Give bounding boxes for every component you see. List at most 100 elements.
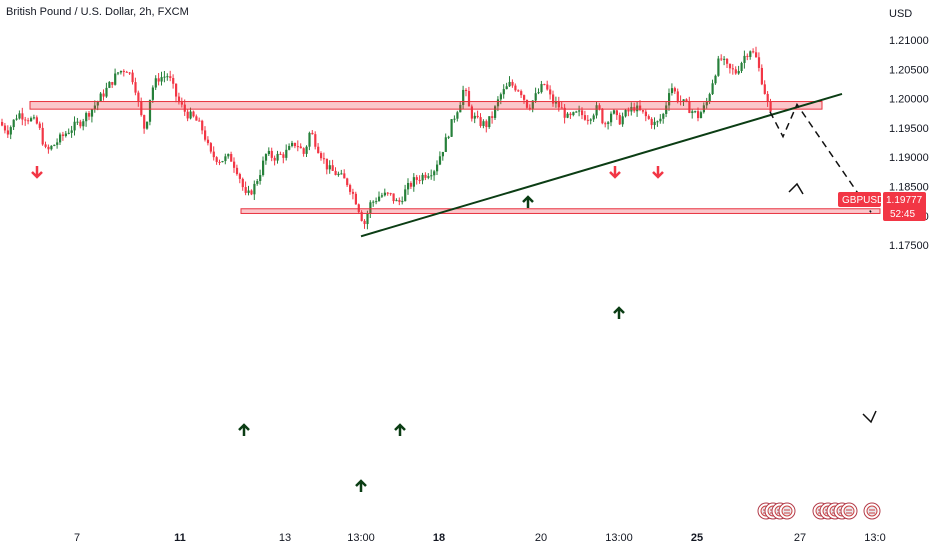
ascending-trendline[interactable] (360, 92, 843, 238)
candle (230, 151, 233, 162)
candle (508, 76, 511, 87)
candle (27, 117, 30, 125)
down-arrow-marker[interactable] (31, 166, 43, 179)
candle (169, 70, 172, 82)
candle (119, 70, 123, 75)
candle (575, 110, 578, 113)
us-flag-event-icon[interactable] (778, 502, 796, 520)
down-arrow-marker[interactable] (609, 166, 621, 179)
candle (114, 68, 117, 86)
candle (517, 89, 520, 92)
candle (267, 147, 270, 157)
candle (204, 126, 207, 142)
candle (734, 66, 737, 75)
x-axis[interactable]: 7 11 13 13:00 18 20 13:00 25 27 13:0 (74, 532, 886, 544)
candle (436, 160, 439, 175)
candle (363, 219, 366, 229)
candle (18, 110, 21, 120)
candle (154, 75, 157, 91)
down-arrow-marker[interactable] (652, 166, 664, 179)
candle (140, 97, 143, 117)
candle (412, 173, 415, 192)
candle (247, 185, 250, 196)
up-arrow-marker[interactable] (394, 423, 406, 436)
candle (720, 54, 723, 62)
candle (415, 174, 418, 185)
candle (444, 133, 447, 153)
candle (375, 197, 378, 205)
x-tick-label: 25 (691, 532, 703, 544)
candle (35, 115, 38, 125)
up-arrow-marker[interactable] (522, 195, 534, 208)
candle (456, 110, 459, 122)
candle (552, 90, 555, 107)
candle (537, 88, 540, 95)
candle (714, 74, 717, 85)
candle (644, 109, 647, 122)
candle (485, 119, 488, 133)
currency-label: USD (889, 8, 912, 20)
candle (67, 128, 70, 135)
candle (256, 178, 259, 186)
candle (389, 192, 392, 196)
us-flag-event-icon[interactable] (840, 502, 858, 520)
candle (717, 55, 720, 77)
x-tick-label: 27 (794, 532, 806, 544)
resistance-zone[interactable] (29, 101, 823, 110)
candle (108, 81, 111, 89)
candle (453, 115, 456, 123)
projection-arrowhead (862, 410, 877, 424)
candle (175, 83, 178, 103)
candle (496, 96, 500, 112)
candle (349, 183, 352, 195)
candle (64, 130, 67, 138)
candle (221, 160, 224, 163)
candle (288, 143, 291, 151)
up-arrow-marker[interactable] (613, 306, 625, 319)
candle (447, 135, 450, 140)
candle (125, 70, 128, 73)
candle (209, 142, 212, 154)
candle (438, 151, 442, 166)
support-zone[interactable] (240, 208, 881, 214)
candle (346, 177, 349, 187)
candle (334, 167, 337, 176)
candle (549, 85, 552, 100)
candle (743, 50, 746, 69)
candle (520, 89, 523, 98)
candle (401, 196, 404, 205)
candle (534, 87, 537, 103)
candle (731, 64, 734, 75)
x-tick-label: 18 (433, 532, 445, 544)
candle (44, 141, 47, 149)
candle (746, 53, 749, 61)
candle (192, 110, 195, 118)
candle (755, 46, 758, 58)
us-flag-event-icon[interactable] (863, 502, 881, 520)
candle (148, 99, 152, 126)
x-tick-label: 11 (174, 532, 186, 544)
candle (79, 119, 82, 129)
candle (320, 151, 323, 161)
candle (215, 156, 218, 165)
candle (206, 136, 210, 146)
candle (134, 77, 137, 96)
candle (1, 118, 4, 127)
candle (386, 192, 389, 196)
economic-events[interactable] (757, 502, 881, 520)
candle (433, 169, 436, 181)
candle (650, 117, 653, 129)
candle (618, 112, 621, 126)
candle (459, 102, 462, 113)
up-arrow-marker[interactable] (238, 423, 250, 436)
candle (250, 189, 253, 196)
candle (302, 147, 305, 157)
up-arrow-marker[interactable] (355, 479, 367, 492)
candle (494, 105, 497, 120)
candle (337, 171, 340, 177)
y-axis[interactable]: USD 1.21000 1.20500 1.20000 1.19500 1.19000 1.… (889, 8, 929, 252)
candle (589, 118, 592, 125)
projection-path[interactable] (769, 102, 872, 213)
candle (53, 144, 56, 147)
